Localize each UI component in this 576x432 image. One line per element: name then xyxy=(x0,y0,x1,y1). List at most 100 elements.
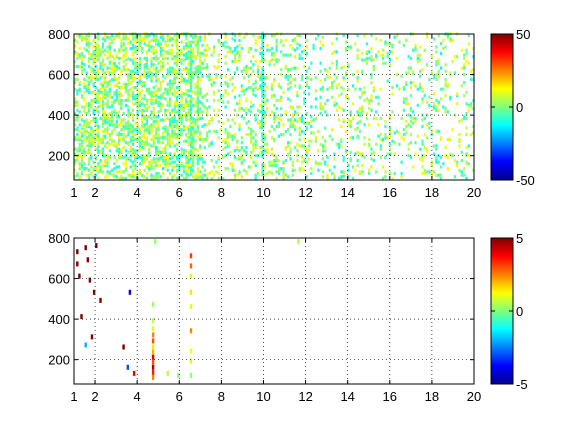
heatmap-cell xyxy=(152,107,155,111)
heatmap-cell xyxy=(101,58,104,62)
heatmap-cell xyxy=(118,165,121,169)
heatmap-cell xyxy=(159,87,162,91)
heatmap-cell xyxy=(180,79,183,83)
heatmap-cell xyxy=(256,108,260,112)
heatmap-cell xyxy=(108,92,111,96)
heatmap-cell xyxy=(87,160,91,164)
heatmap-cell xyxy=(187,154,190,158)
heatmap-cell xyxy=(155,176,158,180)
heatmap-cell xyxy=(224,146,227,150)
heatmap-cell xyxy=(196,116,199,120)
heatmap-cell xyxy=(314,136,317,140)
heatmap-cell xyxy=(333,100,336,104)
heatmap-cell xyxy=(87,157,91,161)
heatmap-cell xyxy=(391,50,394,54)
heatmap-cell xyxy=(127,37,130,41)
heatmap-cell xyxy=(289,81,292,85)
heatmap-cell xyxy=(97,176,100,180)
heatmap-cell xyxy=(94,155,97,159)
heatmap-cell xyxy=(143,128,146,132)
heatmap-cell xyxy=(398,40,401,44)
heatmap-cell xyxy=(127,120,130,124)
heatmap-cell xyxy=(138,64,141,69)
heatmap-cell xyxy=(384,40,387,44)
heatmap-cell xyxy=(296,159,299,163)
heatmap-cell xyxy=(423,154,426,158)
heatmap-cell xyxy=(261,150,264,154)
heatmap-cell xyxy=(192,40,195,44)
heatmap-cell xyxy=(254,176,257,180)
heatmap-cell xyxy=(136,113,139,117)
heatmap-cell xyxy=(261,114,264,118)
heatmap-cell xyxy=(180,90,183,94)
heatmap-cell xyxy=(196,136,199,140)
heatmap-cell xyxy=(270,152,273,156)
heatmap-cell xyxy=(148,34,151,38)
heatmap-cell xyxy=(470,102,473,106)
heatmap-cell xyxy=(157,95,160,99)
heatmap-cell xyxy=(393,131,396,135)
heatmap-cell xyxy=(194,35,197,39)
heatmap-cell xyxy=(231,118,234,122)
heatmap-cell xyxy=(168,51,172,56)
heatmap-cell xyxy=(162,56,165,60)
heatmap-cell xyxy=(467,162,470,166)
heatmap-cell xyxy=(268,60,271,64)
heatmap-cell xyxy=(231,89,234,93)
heatmap-cell xyxy=(134,56,137,60)
heatmap-cell xyxy=(314,97,317,101)
heatmap-cell xyxy=(287,53,290,57)
heatmap-cell xyxy=(80,159,84,163)
heatmap-cell xyxy=(168,84,172,88)
heatmap-cell xyxy=(145,120,148,124)
heatmap-cell xyxy=(250,165,253,169)
heatmap-cell xyxy=(405,102,408,106)
heatmap-cell xyxy=(148,105,151,109)
heatmap-cell xyxy=(143,160,146,164)
heatmap-cell xyxy=(171,56,174,60)
heatmap-cell xyxy=(303,121,306,125)
heatmap-cell xyxy=(261,116,264,120)
heatmap-cell xyxy=(159,155,162,159)
heatmap-cell xyxy=(300,167,304,171)
heatmap-cell xyxy=(85,129,88,133)
heatmap-cell xyxy=(382,137,385,142)
x-tick-label: 8 xyxy=(218,185,225,200)
heatmap-cell xyxy=(97,110,100,114)
heatmap-cell xyxy=(421,165,424,169)
heatmap-cell xyxy=(101,84,104,88)
heatmap-cell xyxy=(171,92,174,96)
heatmap-cell xyxy=(259,76,262,80)
heatmap-cell xyxy=(127,97,130,101)
heatmap-cell xyxy=(377,134,380,138)
heatmap-cell xyxy=(446,167,449,171)
heatmap-cell xyxy=(189,121,192,125)
heatmap-cell xyxy=(118,152,121,156)
heatmap-cell xyxy=(131,142,135,146)
heatmap-cell xyxy=(463,167,466,171)
heatmap-cell xyxy=(168,48,172,52)
heatmap-cell xyxy=(194,71,197,75)
heatmap-cell xyxy=(145,98,148,103)
heatmap-cell xyxy=(470,77,473,81)
heatmap-cell xyxy=(182,113,185,117)
x-tick-label: 16 xyxy=(383,389,397,404)
heatmap-cell xyxy=(282,167,285,171)
heatmap-cell xyxy=(358,107,361,111)
heatmap-cell xyxy=(118,56,121,60)
heatmap-cell xyxy=(180,133,183,137)
heatmap-cell xyxy=(287,154,290,158)
heatmap-cell xyxy=(189,73,193,77)
heatmap-cell xyxy=(284,110,287,114)
heatmap-cell xyxy=(111,173,114,177)
heatmap-cell xyxy=(78,162,81,166)
heatmap-cell xyxy=(236,147,239,151)
heatmap-cell xyxy=(439,97,443,101)
heatmap-cell xyxy=(187,118,190,122)
heatmap-cell xyxy=(465,111,468,116)
heatmap-cell xyxy=(416,103,419,107)
heatmap-cell xyxy=(145,129,148,133)
heatmap-cell xyxy=(90,98,93,103)
heatmap-cell xyxy=(256,64,260,69)
heatmap-cell xyxy=(157,56,160,60)
